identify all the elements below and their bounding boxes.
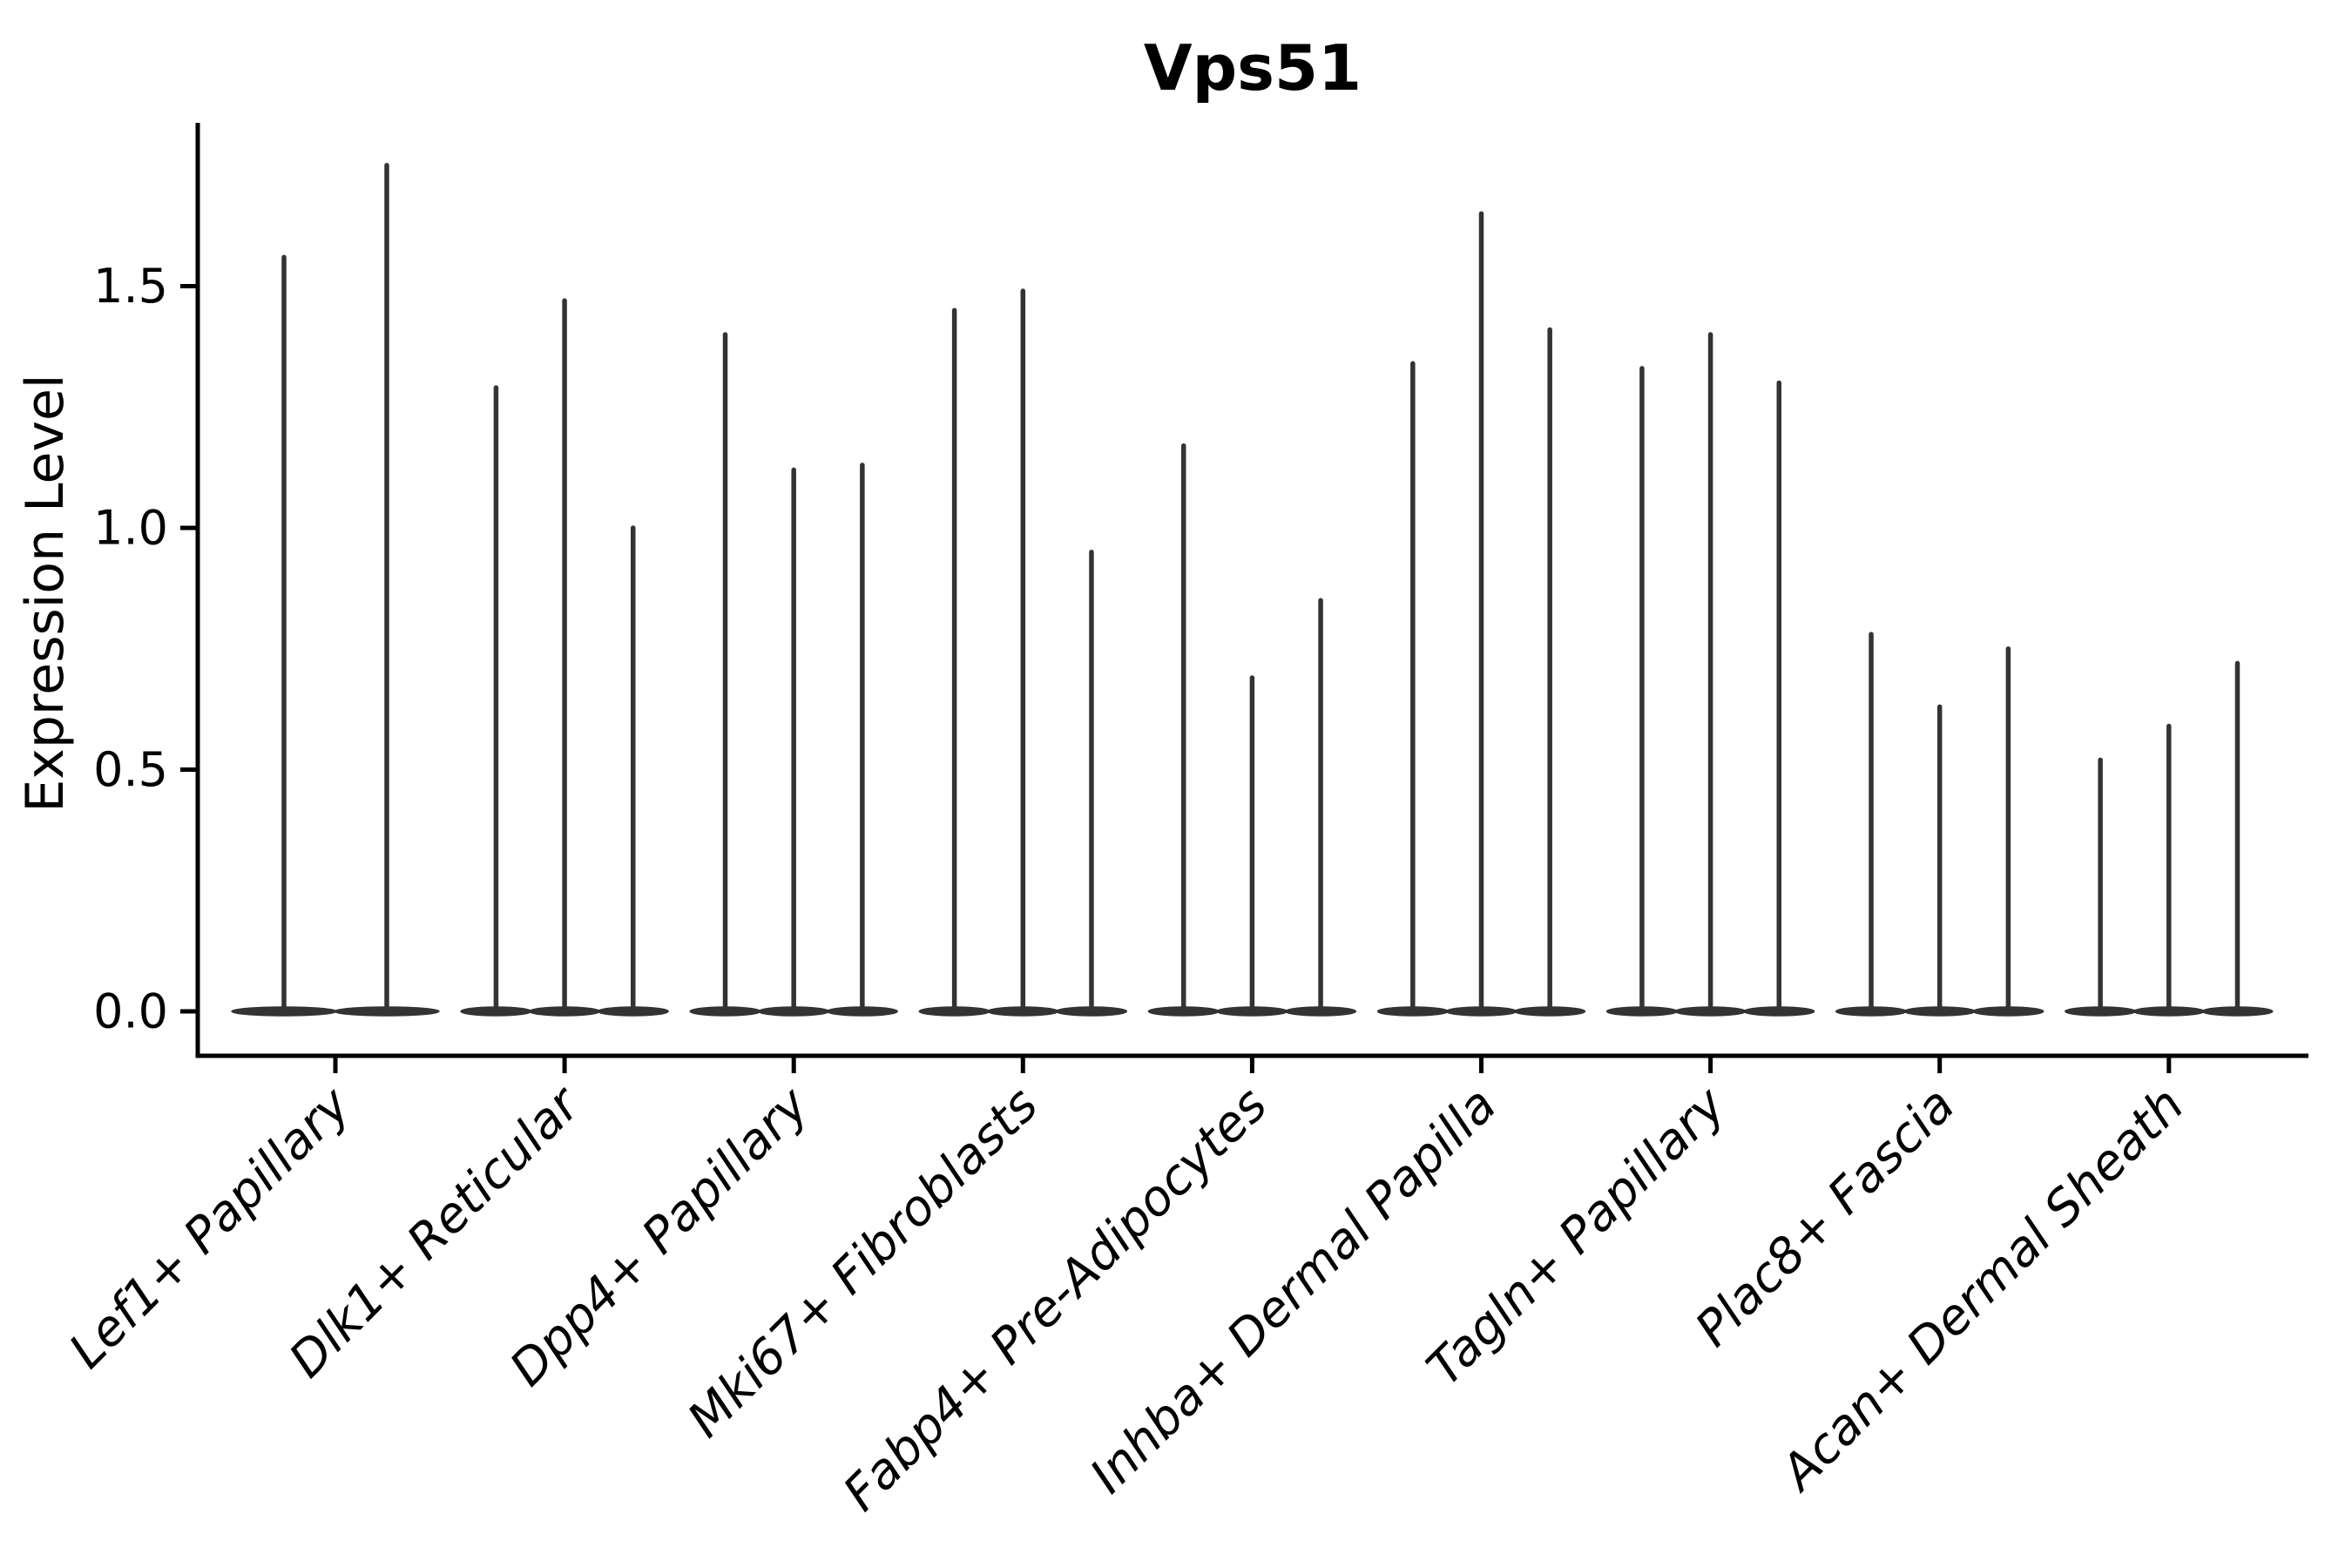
x-tick-label: Fabp4+ Pre-Adipocytes [833,1077,1278,1522]
chart-title: Vps51 [1144,31,1362,105]
y-tick-label: 0.5 [93,742,168,797]
violin-layer [231,163,2274,1017]
y-axis-label: Expression Level [15,374,76,812]
y-tick-label: 1.0 [93,501,168,556]
x-tick-label: Acan+ Dermal Sheath [1769,1077,2195,1503]
y-tick-label: 1.5 [93,259,168,314]
x-tick-label: Inhba+ Dermal Papilla [1079,1077,1507,1504]
y-tick-label: 0.0 [93,984,168,1039]
